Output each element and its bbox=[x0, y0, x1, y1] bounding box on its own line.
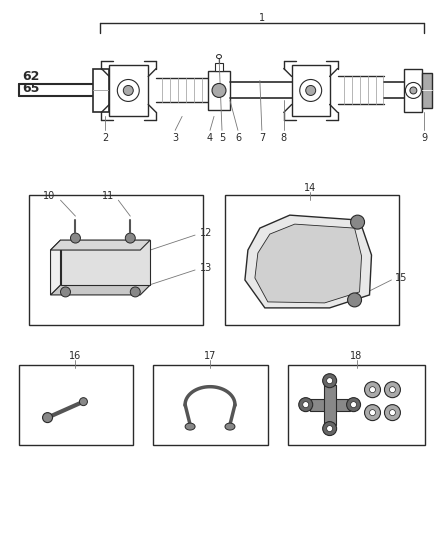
Text: 9: 9 bbox=[421, 133, 427, 143]
Circle shape bbox=[385, 382, 400, 398]
Bar bbox=[19, 365, 133, 445]
Text: 62: 62 bbox=[22, 70, 39, 83]
Circle shape bbox=[370, 386, 375, 393]
Ellipse shape bbox=[124, 85, 133, 95]
Bar bbox=[404, 69, 422, 112]
Text: 18: 18 bbox=[350, 351, 363, 361]
Polygon shape bbox=[60, 240, 150, 285]
Polygon shape bbox=[50, 240, 60, 295]
Bar bbox=[292, 64, 330, 116]
Text: 6: 6 bbox=[235, 133, 241, 143]
Text: 17: 17 bbox=[204, 351, 216, 361]
Text: 7: 7 bbox=[259, 133, 265, 143]
Bar bbox=[208, 70, 230, 110]
Text: 3: 3 bbox=[172, 133, 178, 143]
Circle shape bbox=[364, 382, 381, 398]
Circle shape bbox=[323, 422, 337, 435]
Text: 12: 12 bbox=[200, 228, 212, 238]
Circle shape bbox=[385, 405, 400, 421]
Text: 14: 14 bbox=[304, 183, 316, 193]
Text: 8: 8 bbox=[281, 133, 287, 143]
Ellipse shape bbox=[216, 54, 222, 59]
Text: 11: 11 bbox=[102, 191, 114, 201]
Ellipse shape bbox=[406, 83, 421, 99]
Text: 15: 15 bbox=[396, 273, 408, 283]
Bar bbox=[110, 64, 148, 116]
Circle shape bbox=[323, 374, 337, 387]
Bar bbox=[153, 365, 268, 445]
Circle shape bbox=[327, 378, 332, 384]
Circle shape bbox=[303, 402, 309, 408]
Bar bbox=[310, 399, 350, 410]
Circle shape bbox=[125, 233, 135, 243]
Circle shape bbox=[79, 398, 88, 406]
Ellipse shape bbox=[212, 84, 226, 98]
Bar bbox=[288, 365, 425, 445]
Text: 10: 10 bbox=[43, 191, 56, 201]
Circle shape bbox=[350, 402, 357, 408]
Ellipse shape bbox=[185, 423, 195, 430]
Polygon shape bbox=[50, 240, 150, 250]
Circle shape bbox=[346, 398, 360, 411]
Circle shape bbox=[348, 293, 361, 307]
Polygon shape bbox=[50, 285, 150, 295]
Circle shape bbox=[364, 405, 381, 421]
Bar bbox=[215, 62, 223, 70]
Bar bbox=[422, 72, 432, 108]
Circle shape bbox=[370, 410, 375, 416]
Circle shape bbox=[42, 413, 53, 423]
Circle shape bbox=[130, 287, 140, 297]
Circle shape bbox=[389, 386, 396, 393]
Bar bbox=[93, 69, 110, 112]
Bar bbox=[324, 385, 336, 425]
Text: 4: 4 bbox=[207, 133, 213, 143]
Ellipse shape bbox=[225, 423, 235, 430]
Ellipse shape bbox=[117, 79, 139, 101]
Circle shape bbox=[327, 425, 332, 432]
Bar bbox=[225, 195, 399, 325]
Text: 65: 65 bbox=[22, 82, 39, 95]
Polygon shape bbox=[245, 215, 371, 308]
Circle shape bbox=[71, 233, 81, 243]
Text: 2: 2 bbox=[102, 133, 109, 143]
Ellipse shape bbox=[306, 85, 316, 95]
Text: 1: 1 bbox=[259, 13, 265, 22]
Bar bbox=[28, 195, 203, 325]
Text: 13: 13 bbox=[200, 263, 212, 273]
Circle shape bbox=[389, 410, 396, 416]
Circle shape bbox=[350, 215, 364, 229]
Text: 16: 16 bbox=[69, 351, 81, 361]
Text: 5: 5 bbox=[219, 133, 225, 143]
Ellipse shape bbox=[410, 87, 417, 94]
Circle shape bbox=[299, 398, 313, 411]
Polygon shape bbox=[255, 224, 361, 303]
Ellipse shape bbox=[300, 79, 321, 101]
Circle shape bbox=[60, 287, 71, 297]
